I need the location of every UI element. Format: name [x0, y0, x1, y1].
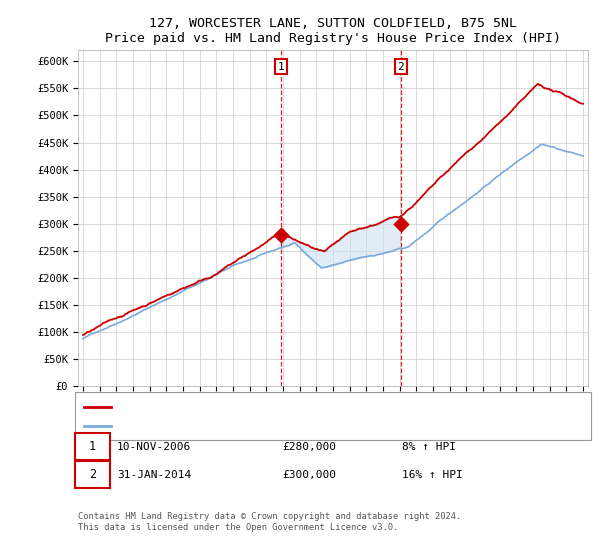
Title: 127, WORCESTER LANE, SUTTON COLDFIELD, B75 5NL
Price paid vs. HM Land Registry's: 127, WORCESTER LANE, SUTTON COLDFIELD, B… — [105, 17, 561, 45]
Text: 1: 1 — [277, 62, 284, 72]
Text: 1: 1 — [89, 440, 96, 454]
Text: HPI: Average price, detached house, Birmingham: HPI: Average price, detached house, Birm… — [117, 421, 393, 431]
Text: 127, WORCESTER LANE, SUTTON COLDFIELD, B75 5NL (detached house): 127, WORCESTER LANE, SUTTON COLDFIELD, B… — [117, 402, 495, 412]
Text: 31-JAN-2014: 31-JAN-2014 — [117, 470, 191, 480]
Text: 10-NOV-2006: 10-NOV-2006 — [117, 442, 191, 452]
Text: 16% ↑ HPI: 16% ↑ HPI — [402, 470, 463, 480]
Text: Contains HM Land Registry data © Crown copyright and database right 2024.
This d: Contains HM Land Registry data © Crown c… — [78, 512, 461, 532]
Text: £280,000: £280,000 — [282, 442, 336, 452]
Text: 8% ↑ HPI: 8% ↑ HPI — [402, 442, 456, 452]
Point — [276, 230, 286, 239]
Text: 2: 2 — [89, 468, 96, 482]
Point — [396, 220, 406, 228]
Text: 2: 2 — [398, 62, 404, 72]
Text: £300,000: £300,000 — [282, 470, 336, 480]
